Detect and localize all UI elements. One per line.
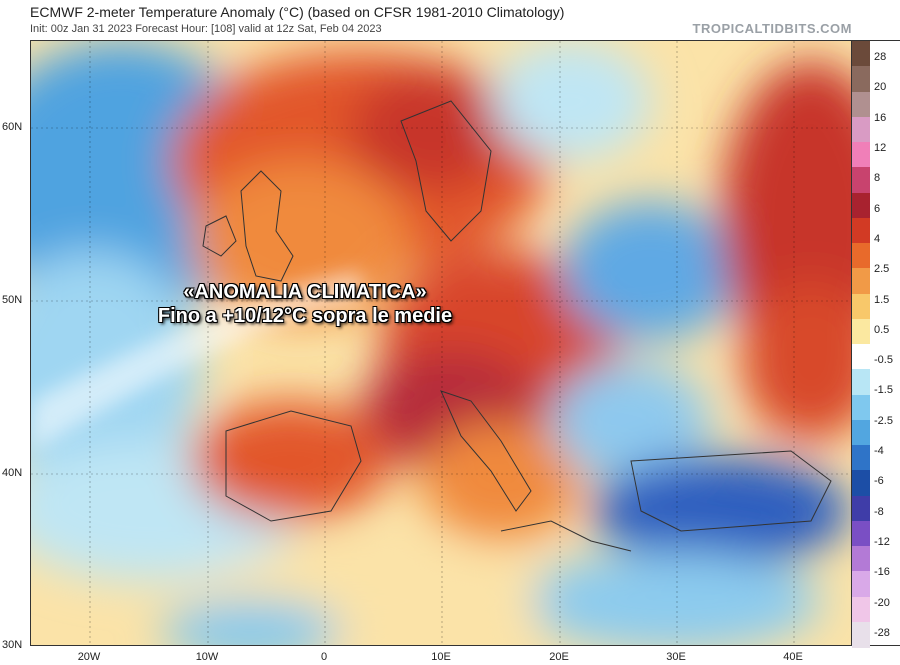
color-scale-label: 8 <box>874 172 881 185</box>
color-swatch <box>852 217 870 244</box>
graticule <box>31 41 851 645</box>
color-scale-label: -8 <box>874 505 884 518</box>
annotation-title: «ANOMALIA CLIMATICA» <box>183 281 427 303</box>
color-scale-label: -1.5 <box>874 384 893 397</box>
forecast-info: Init: 00z Jan 31 2023 Forecast Hour: [10… <box>30 23 382 35</box>
color-swatch <box>852 621 870 648</box>
color-swatch <box>852 546 870 572</box>
color-swatch <box>852 293 870 320</box>
anomaly-annotation: «ANOMALIA CLIMATICA» Fino a +10/12°C sop… <box>150 280 460 328</box>
color-scale: 28 20 16 12 8 6 4 2.5 1.5 0.5 -0.5 -1.5 -2.5 -4 -6 -8 -1… <box>852 40 900 648</box>
color-swatch <box>852 369 870 395</box>
color-swatch <box>852 520 870 547</box>
color-swatch <box>852 318 870 345</box>
lon-label-20w: 20W <box>77 651 101 663</box>
color-scale-label: -20 <box>874 596 890 609</box>
color-swatch <box>852 142 870 168</box>
color-scale-label: 6 <box>874 202 881 215</box>
color-scale-label: 2.5 <box>874 263 890 276</box>
color-swatch <box>852 66 870 92</box>
annotation-detail: Fino a +10/12°C sopra le medie <box>157 305 453 327</box>
color-swatch <box>852 419 870 446</box>
color-scale-label: -28 <box>874 627 890 639</box>
color-scale-label: -2.5 <box>874 414 893 427</box>
color-scale-label: -0.5 <box>874 354 893 367</box>
color-scale-label: 28 <box>874 51 887 63</box>
lon-label-10w: 10W <box>195 651 219 663</box>
color-swatch <box>852 445 870 471</box>
color-swatch <box>852 41 870 67</box>
color-scale-label: 0.5 <box>874 323 890 336</box>
map-canvas <box>31 41 851 645</box>
color-swatch <box>852 192 870 219</box>
color-swatch <box>852 116 870 143</box>
color-scale-label: 1.5 <box>874 293 890 306</box>
color-swatch <box>852 268 870 294</box>
color-scale-label: 4 <box>874 232 881 245</box>
coastlines <box>202 100 832 552</box>
color-scale-label: -6 <box>874 475 884 488</box>
lon-label-0: 0 <box>320 651 328 663</box>
anomaly-map[interactable] <box>30 40 852 646</box>
chart-title: ECMWF 2-meter Temperature Anomaly (°C) (… <box>30 4 565 20</box>
lat-label-50n: 50N <box>2 294 23 306</box>
lon-label-30e: 30E <box>666 651 686 663</box>
color-scale-label: 16 <box>874 111 887 124</box>
color-swatch <box>852 344 870 370</box>
color-scale-label: 20 <box>874 81 887 94</box>
color-swatch <box>852 495 870 522</box>
color-swatch <box>852 470 870 496</box>
color-scale-label: -16 <box>874 566 890 579</box>
lat-label-60n: 60N <box>2 121 23 133</box>
color-swatch <box>852 596 870 623</box>
color-scale-label: 12 <box>874 141 887 154</box>
lon-label-40e: 40E <box>783 651 803 663</box>
color-scale-label: -12 <box>874 536 890 549</box>
lat-label-30n: 30N <box>2 639 23 651</box>
lon-label-10e: 10E <box>431 651 451 663</box>
lat-label-40n: 40N <box>2 467 23 479</box>
color-swatch <box>852 167 870 193</box>
color-scale-label: -4 <box>874 445 884 458</box>
neutral-band <box>31 271 361 451</box>
color-swatch <box>852 394 870 421</box>
lon-label-20e: 20E <box>549 651 569 663</box>
color-swatch <box>852 91 870 118</box>
color-swatch <box>852 571 870 597</box>
color-swatch <box>852 243 870 269</box>
brand-watermark[interactable]: TROPICALTIDBITS.COM <box>692 21 852 36</box>
